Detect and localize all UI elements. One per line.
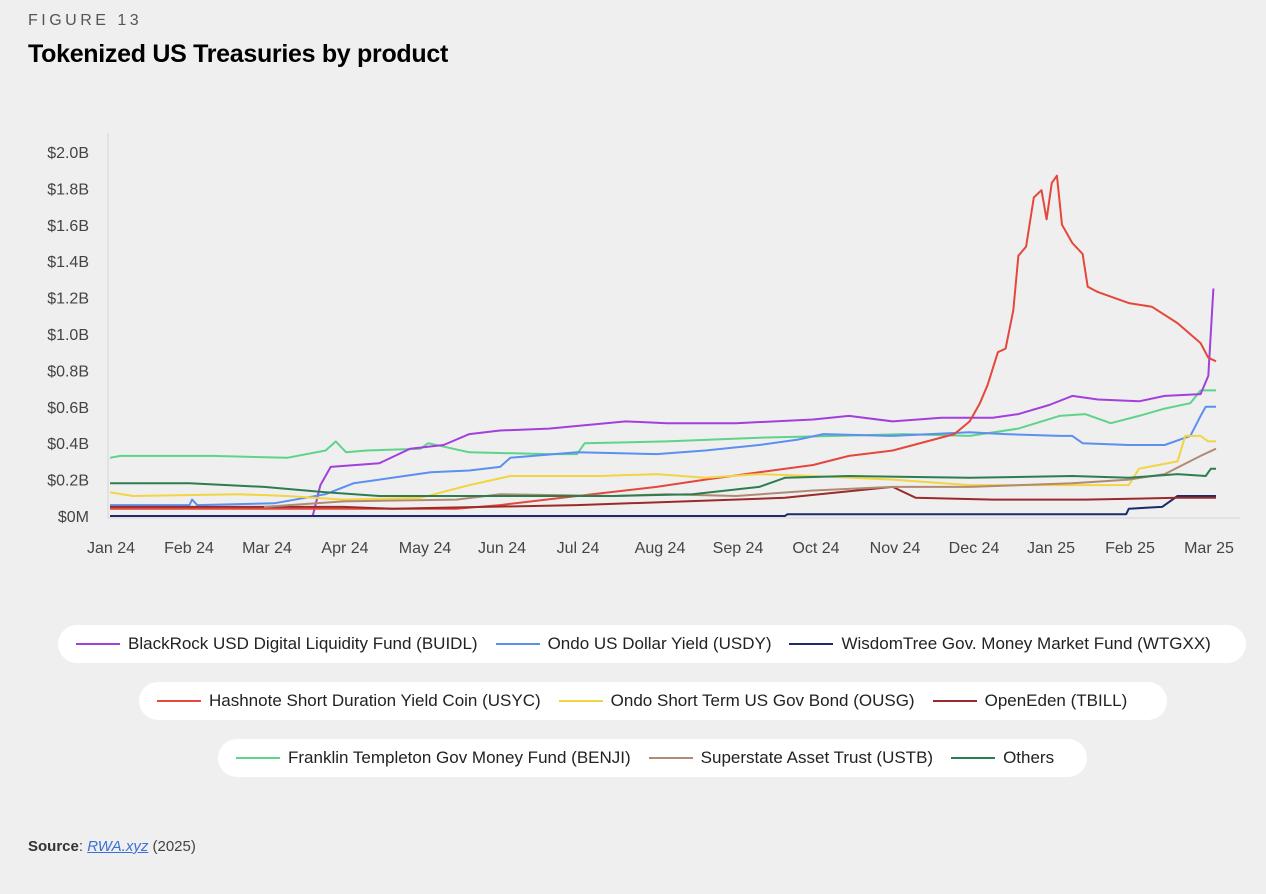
source-link[interactable]: RWA.xyz	[87, 838, 149, 855]
y-tick-label: $1.0B	[47, 327, 89, 344]
legend-item[interactable]: OpenEden (TBILL)	[932, 691, 1128, 711]
y-tick-label: $1.2B	[47, 291, 89, 308]
legend-label: Ondo Short Term US Gov Bond (OUSG)	[610, 691, 915, 710]
legend-item[interactable]: Others	[951, 748, 1054, 768]
x-tick-label: Mar 25	[1184, 540, 1234, 557]
x-tick-label: Apr 24	[321, 540, 368, 557]
y-tick-label: $2.0B	[47, 145, 89, 162]
x-tick-label: Feb 25	[1105, 540, 1155, 557]
legend-label: Ondo US Dollar Yield (USDY)	[547, 634, 772, 653]
legend-swatch	[558, 700, 603, 702]
line-chart: $0M $0.2B $0.4B $0.6B $0.8B $1.0B $1.2B $1.4B $1…	[47, 133, 1240, 557]
chart-title: Tokenized US Treasuries by product	[28, 40, 449, 68]
x-tick-label: Jun 24	[478, 540, 526, 557]
legend-label: Franklin Templeton Gov Money Fund (BENJI…	[288, 748, 631, 767]
legend-label: Hashnote Short Duration Yield Coin (USYC…	[209, 691, 541, 710]
legend-swatch	[648, 757, 693, 759]
legend-label: WisdomTree Gov. Money Market Fund (WTGXX…	[841, 634, 1211, 653]
legend-item[interactable]: Ondo Short Term US Gov Bond (OUSG)	[558, 691, 915, 711]
series-line	[110, 467, 1216, 497]
legend-swatch	[495, 643, 540, 645]
legend-item[interactable]: Franklin Templeton Gov Money Fund (BENJI…	[236, 748, 631, 768]
legend-label: Others	[1003, 748, 1055, 767]
legend-label: Superstate Asset Trust (USTB)	[700, 748, 934, 767]
series-line	[110, 174, 1217, 510]
x-tick-label: May 24	[399, 540, 452, 557]
legend-swatch	[951, 757, 996, 759]
x-tick-label: Sep 24	[713, 540, 764, 557]
source-year: (2025)	[152, 838, 196, 855]
legend-swatch	[157, 700, 201, 702]
legend-swatch	[236, 757, 280, 759]
legend-item[interactable]: Superstate Asset Trust (USTB)	[648, 748, 934, 768]
figure-label: FIGURE 13	[28, 12, 143, 29]
legend-row: BlackRock USD Digital Liquidity Fund (BU…	[58, 625, 1246, 663]
y-tick-label: $0.4B	[47, 436, 89, 453]
x-tick-label: Jan 25	[1027, 540, 1075, 557]
legend-swatch	[76, 643, 120, 645]
legend-row: Hashnote Short Duration Yield Coin (USYC…	[139, 682, 1167, 720]
legend-item[interactable]: WisdomTree Gov. Money Market Fund (WTGXX…	[789, 634, 1211, 654]
legend-label: BlackRock USD Digital Liquidity Fund (BU…	[128, 634, 478, 653]
x-tick-label: Dec 24	[949, 540, 1000, 557]
x-tick-label: Jul 24	[557, 540, 600, 557]
legend-swatch	[789, 643, 834, 645]
y-tick-label: $1.6B	[47, 218, 89, 235]
series-line	[311, 288, 1215, 517]
x-tick-label: Feb 24	[164, 540, 214, 557]
x-tick-label: Aug 24	[635, 540, 686, 557]
series-line	[109, 434, 1216, 501]
series-line	[110, 405, 1216, 507]
x-tick-label: Nov 24	[870, 540, 921, 557]
legend-label: OpenEden (TBILL)	[984, 691, 1128, 710]
legend-swatch	[932, 700, 977, 702]
y-tick-label: $0M	[58, 509, 89, 526]
legend-item[interactable]: Hashnote Short Duration Yield Coin (USYC…	[157, 691, 541, 711]
y-tick-label: $0.8B	[47, 363, 89, 380]
x-tick-label: Jan 24	[87, 540, 135, 557]
legend-item[interactable]: Ondo US Dollar Yield (USDY)	[495, 634, 772, 654]
source-note: Source: RWA.xyz (2025)	[28, 838, 196, 855]
y-tick-label: $1.8B	[47, 181, 89, 198]
legend-item[interactable]: BlackRock USD Digital Liquidity Fund (BU…	[76, 634, 478, 654]
source-label: Source	[28, 838, 79, 855]
x-tick-label: Oct 24	[792, 540, 839, 557]
legend-row: Franklin Templeton Gov Money Fund (BENJI…	[218, 739, 1087, 777]
series-line	[109, 389, 1216, 459]
x-tick-label: Mar 24	[242, 540, 292, 557]
y-tick-label: $1.4B	[47, 254, 89, 271]
y-tick-label: $0.2B	[47, 473, 89, 490]
y-tick-label: $0.6B	[47, 400, 89, 417]
